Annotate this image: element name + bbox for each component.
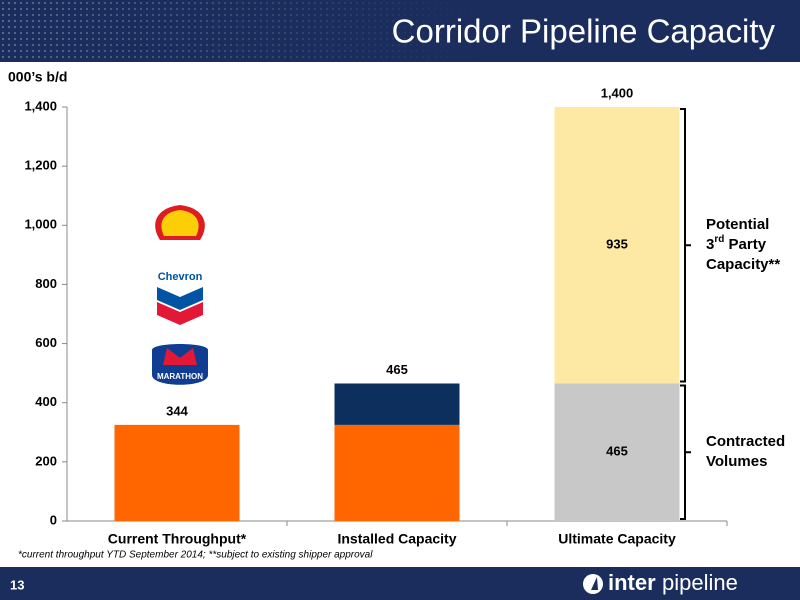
annotation: 3rd Party bbox=[706, 234, 767, 253]
annotation: Contracted bbox=[706, 433, 785, 450]
annotation: Volumes bbox=[706, 453, 767, 470]
y-tick-label: 1,400 bbox=[24, 98, 57, 113]
y-tick-label: 600 bbox=[35, 335, 57, 350]
header-fade bbox=[0, 0, 800, 62]
annotation-part: Capacity** bbox=[706, 256, 780, 273]
brand-icon bbox=[583, 574, 603, 594]
annotation-part: 3 bbox=[706, 236, 714, 253]
x-tick-label: Current Throughput* bbox=[108, 531, 247, 547]
segment-label: 465 bbox=[606, 444, 628, 459]
annotation: Capacity** bbox=[706, 256, 780, 273]
y-axis-label: 000’s b/d bbox=[8, 69, 67, 85]
segment-label: 935 bbox=[606, 237, 628, 252]
y-tick-label: 400 bbox=[35, 394, 57, 409]
annotation-part: Contracted bbox=[706, 433, 785, 450]
chevron-logo-text: Chevron bbox=[158, 271, 203, 283]
x-tick-label: Ultimate Capacity bbox=[558, 531, 676, 547]
bar-segment bbox=[554, 383, 680, 521]
annotation-part: Potential bbox=[706, 216, 769, 233]
brand: pipeline bbox=[662, 570, 738, 595]
brace bbox=[680, 384, 691, 520]
brand-icon-mark bbox=[591, 577, 598, 590]
bar-segment bbox=[554, 107, 680, 384]
slide-title: Corridor Pipeline Capacity bbox=[392, 13, 776, 50]
annotation-superscript: rd bbox=[714, 234, 724, 245]
y-tick-label: 1,200 bbox=[24, 158, 57, 173]
bar-segment bbox=[334, 383, 460, 425]
bar-segment bbox=[334, 424, 460, 521]
total-label: 465 bbox=[386, 362, 408, 377]
annotation-part: Party bbox=[724, 236, 766, 253]
annotation-part: Volumes bbox=[706, 453, 767, 470]
brand-bold: inter bbox=[608, 570, 656, 595]
brace bbox=[680, 108, 691, 383]
total-label: 1,400 bbox=[601, 85, 634, 100]
shell-logo-inner bbox=[161, 210, 199, 236]
footnote: *current throughput YTD September 2014; … bbox=[18, 550, 373, 561]
y-tick-label: 0 bbox=[50, 512, 57, 527]
footer-band bbox=[0, 567, 800, 600]
y-tick-label: 200 bbox=[35, 453, 57, 468]
marathon-logo-text: MARATHON bbox=[157, 372, 203, 381]
y-tick-label: 1,000 bbox=[24, 217, 57, 232]
chevron-logo-blue bbox=[157, 287, 203, 310]
x-tick-label: Installed Capacity bbox=[337, 531, 456, 547]
chevron-logo-red bbox=[157, 302, 203, 325]
y-tick-label: 800 bbox=[35, 276, 57, 291]
annotation: Potential bbox=[706, 216, 769, 233]
marathon-logo-m bbox=[163, 348, 197, 365]
page-number: 13 bbox=[10, 577, 24, 592]
bar-segment bbox=[114, 424, 240, 521]
total-label: 344 bbox=[166, 403, 188, 418]
